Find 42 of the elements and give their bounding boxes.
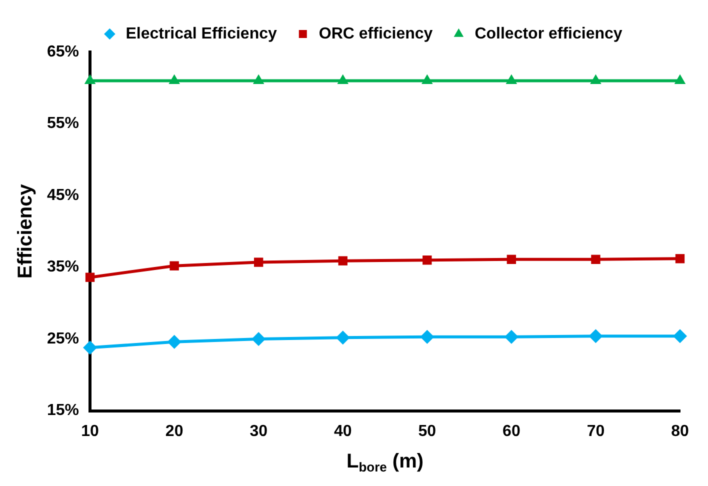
point: [504, 330, 518, 344]
point: [252, 74, 264, 84]
point: [675, 254, 685, 264]
point: [83, 340, 98, 355]
y-tick-label: 45%: [46, 186, 80, 204]
y-tick-label: 35%: [46, 258, 80, 276]
point: [84, 74, 96, 84]
point: [252, 332, 266, 346]
x-tick-label: 30: [250, 422, 268, 440]
x-tick-label: 10: [81, 422, 100, 440]
point: [506, 74, 518, 84]
point: [674, 74, 686, 84]
point: [336, 330, 350, 345]
point: [337, 74, 348, 84]
x-tick-label: 70: [586, 422, 605, 440]
x-tick-label: 20: [165, 422, 184, 440]
point: [338, 256, 348, 266]
y-tick-label: 55%: [46, 115, 80, 132]
x-tick-label: 80: [671, 422, 689, 440]
point: [591, 254, 600, 264]
x-tick-label: 40: [334, 422, 352, 440]
legend-label: Electrical Efficiency: [126, 25, 277, 42]
point: [588, 329, 603, 344]
point: [167, 334, 182, 349]
point: [420, 330, 434, 344]
x-tick-label: 50: [418, 422, 436, 440]
point: [170, 261, 179, 270]
point: [85, 272, 95, 282]
point: [590, 74, 602, 84]
y-tick-label: 25%: [46, 330, 80, 348]
point: [168, 74, 180, 84]
point: [506, 254, 516, 264]
y-axis-title: Efficiency: [14, 183, 37, 279]
legend-label: ORC efficiency: [318, 25, 433, 42]
point: [422, 74, 433, 84]
point: [422, 256, 432, 265]
point: [254, 258, 264, 267]
point: [673, 329, 687, 344]
x-tick-label: 60: [502, 422, 520, 440]
y-tick-label: 15%: [46, 402, 80, 420]
legend-label: Collector efficiency: [474, 25, 622, 42]
y-tick-label: 65%: [46, 43, 80, 60]
